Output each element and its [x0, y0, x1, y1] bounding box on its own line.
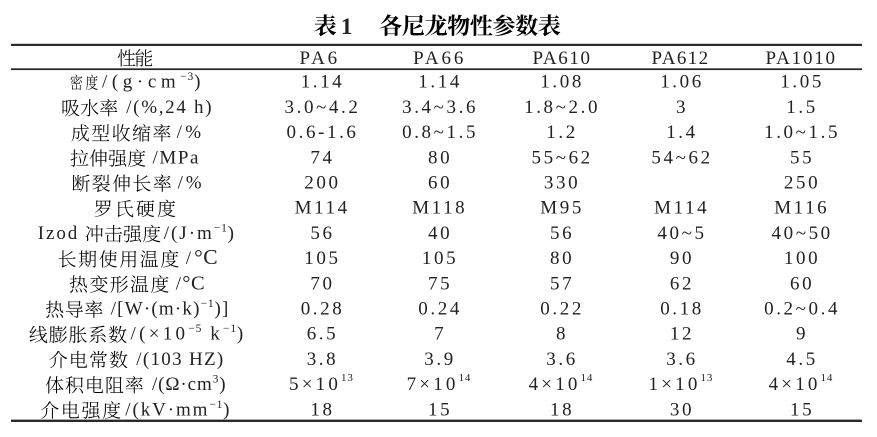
svg-text:18: 18: [310, 399, 334, 420]
svg-text:55~62: 55~62: [532, 147, 593, 168]
svg-text:15: 15: [790, 399, 814, 420]
svg-text:80: 80: [428, 147, 452, 168]
svg-text:0.2~0.4: 0.2~0.4: [764, 299, 840, 320]
svg-text:7×1014: 7×1014: [407, 372, 472, 395]
svg-text:18: 18: [550, 399, 574, 420]
svg-text:74: 74: [310, 147, 334, 168]
svg-text:0.28: 0.28: [301, 299, 345, 320]
svg-text:/: /: [176, 273, 182, 294]
svg-text:PA6: PA6: [300, 48, 340, 69]
svg-text:1.2: 1.2: [546, 122, 578, 143]
svg-text:M114: M114: [295, 198, 350, 219]
svg-text:1.08: 1.08: [540, 72, 584, 93]
svg-text:40: 40: [428, 223, 452, 244]
svg-text:/(Ω·cm3): /(Ω·cm3): [152, 374, 226, 396]
svg-text:55: 55: [790, 147, 814, 168]
svg-text:1.0~1.5: 1.0~1.5: [764, 122, 840, 143]
svg-text:°C: °C: [182, 272, 205, 294]
svg-text:4.5: 4.5: [786, 349, 818, 370]
svg-text:M118: M118: [412, 198, 467, 219]
svg-text:70: 70: [310, 273, 334, 294]
svg-text:1.5: 1.5: [786, 97, 818, 118]
svg-text:3.4~3.6: 3.4~3.6: [402, 97, 478, 118]
svg-text:3.6: 3.6: [546, 349, 578, 370]
svg-text:100: 100: [784, 248, 820, 269]
svg-text:40~5: 40~5: [657, 223, 706, 244]
svg-text:30: 30: [670, 399, 694, 420]
svg-text:90: 90: [670, 248, 694, 269]
svg-text:1.05: 1.05: [780, 72, 824, 93]
svg-text:M95: M95: [540, 198, 584, 219]
svg-text:12: 12: [670, 324, 694, 345]
svg-text:0.24: 0.24: [418, 299, 462, 320]
svg-text:57: 57: [550, 273, 574, 294]
svg-text:15: 15: [428, 399, 452, 420]
svg-text:1.14: 1.14: [418, 72, 462, 93]
svg-text:Izod: Izod: [38, 223, 79, 244]
svg-text:6.5: 6.5: [307, 324, 339, 345]
svg-text:8: 8: [556, 324, 568, 345]
svg-text:/%: /%: [178, 173, 205, 194]
svg-text:1.8~2.0: 1.8~2.0: [524, 97, 600, 118]
svg-text:M116: M116: [774, 198, 829, 219]
svg-text:/(g·cm−3): /(g·cm−3): [102, 71, 205, 93]
svg-text:3: 3: [676, 97, 688, 118]
svg-text:1.06: 1.06: [660, 72, 704, 93]
svg-text:0.18: 0.18: [660, 299, 704, 320]
svg-text:/%: /%: [177, 122, 205, 143]
svg-text:PA610: PA610: [533, 48, 592, 69]
svg-text:0.6-1.6: 0.6-1.6: [287, 122, 359, 143]
svg-text:PA66: PA66: [413, 48, 466, 69]
svg-text:200: 200: [304, 173, 340, 194]
svg-text:PA1010: PA1010: [766, 48, 837, 69]
svg-text:40~50: 40~50: [772, 223, 833, 244]
svg-text:/MPa: /MPa: [153, 147, 201, 168]
svg-text:1×1013: 1×1013: [649, 372, 714, 395]
svg-text:/(%,24 h): /(%,24 h): [126, 97, 213, 118]
svg-text:1.4: 1.4: [666, 122, 698, 143]
svg-text:/(×10−5 k−1): /(×10−5 k−1): [131, 323, 247, 345]
svg-text:330: 330: [544, 173, 580, 194]
svg-text:60: 60: [428, 173, 452, 194]
svg-text:/(kV·mm−1): /(kV·mm−1): [125, 399, 231, 421]
svg-text:0.8~1.5: 0.8~1.5: [402, 122, 478, 143]
svg-text:54~62: 54~62: [651, 147, 712, 168]
svg-text:4×1014: 4×1014: [769, 372, 834, 395]
svg-text:/: /: [186, 248, 192, 269]
svg-text:M114: M114: [654, 198, 709, 219]
svg-text:75: 75: [428, 273, 452, 294]
svg-text:7: 7: [434, 324, 446, 345]
svg-text:°C: °C: [194, 245, 218, 269]
svg-text:105: 105: [422, 248, 458, 269]
svg-text:3.6: 3.6: [666, 349, 698, 370]
svg-text:1.14: 1.14: [301, 72, 345, 93]
svg-text:62: 62: [670, 273, 694, 294]
svg-text:56: 56: [550, 223, 574, 244]
svg-text:5×1013: 5×1013: [289, 372, 354, 395]
svg-text:9: 9: [796, 324, 808, 345]
svg-text:/(103 HZ): /(103 HZ): [136, 349, 224, 370]
svg-text:105: 105: [304, 248, 340, 269]
svg-text:PA612: PA612: [652, 48, 710, 69]
svg-text:1: 1: [341, 14, 353, 39]
svg-text:3.8: 3.8: [307, 349, 339, 370]
svg-text:80: 80: [550, 248, 574, 269]
svg-text:3.0~4.2: 3.0~4.2: [285, 97, 361, 118]
svg-text:56: 56: [310, 223, 334, 244]
svg-text:3.9: 3.9: [424, 349, 456, 370]
svg-text:/[W·(m·k)−1)]: /[W·(m·k)−1)]: [111, 298, 230, 320]
svg-text:4×1014: 4×1014: [529, 372, 594, 395]
svg-text:250: 250: [784, 173, 820, 194]
svg-text:0.22: 0.22: [540, 299, 584, 320]
svg-text:60: 60: [790, 273, 814, 294]
